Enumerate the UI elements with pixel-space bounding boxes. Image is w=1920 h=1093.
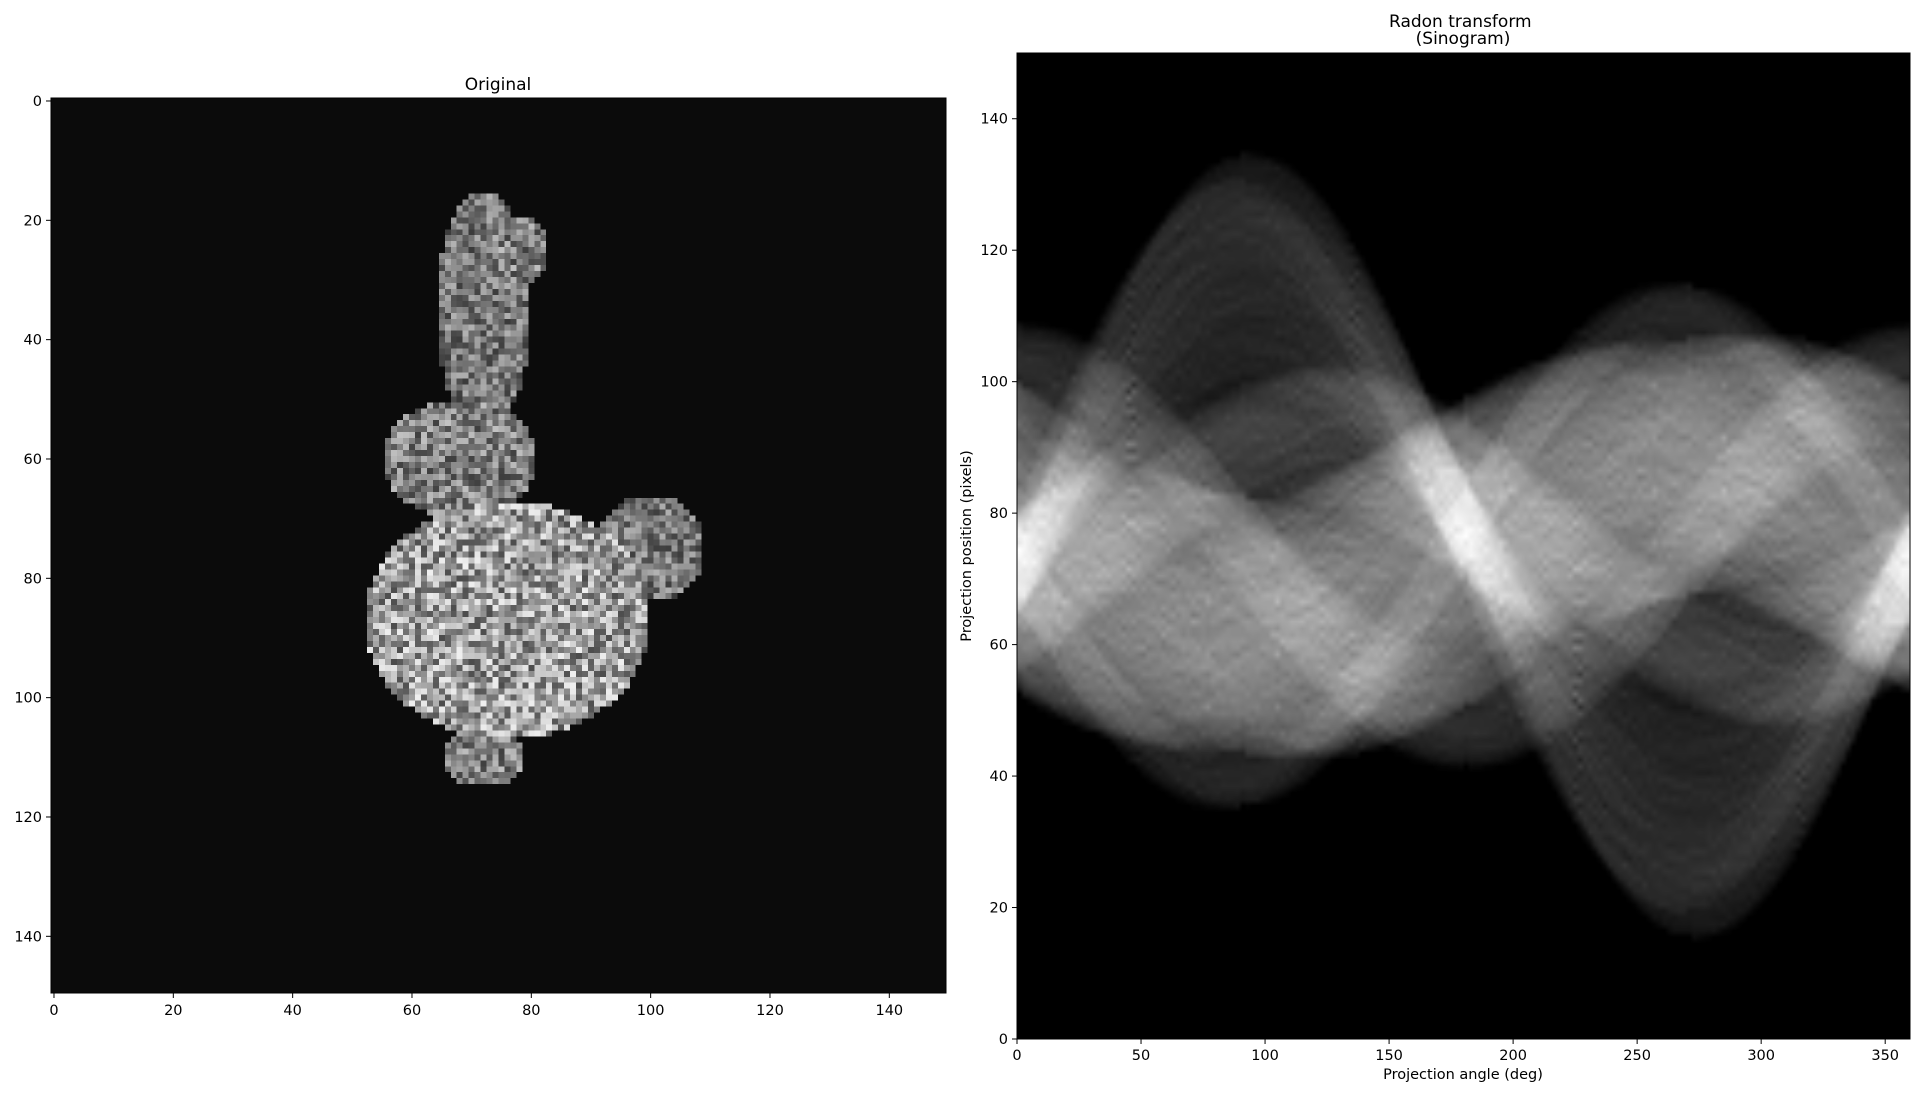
sinogram-x-tick-label: 300 (1747, 1048, 1775, 1064)
original-x-tick-label: 60 (403, 1003, 421, 1019)
sinogram-y-ticks: 0 20 40 60 80 100 120 140 (980, 112, 1017, 1048)
original-x-tick-label: 0 (49, 1003, 58, 1019)
sinogram-y-tick-label: 100 (980, 375, 1008, 391)
sinogram-panel: Radon transform (Sinogram) 0 50 100 150 200 2… (959, 12, 1911, 1083)
sinogram-image-pixels (1017, 53, 1910, 1039)
original-image-pixels (51, 98, 946, 993)
sinogram-y-tick-label: 20 (990, 901, 1008, 917)
original-axes-frame (50, 97, 947, 994)
sinogram-title-line-2: (Sinogram) (1416, 29, 1511, 49)
original-y-tick-label: 0 (33, 94, 42, 110)
sinogram-y-tick-label: 120 (980, 243, 1008, 259)
original-y-ticks: 0 20 40 60 80 100 120 140 (14, 94, 51, 945)
sinogram-y-tick-label: 80 (990, 506, 1008, 522)
original-x-ticks: 0 20 40 60 80 100 120 140 (49, 993, 903, 1019)
sinogram-x-tick-label: 150 (1375, 1048, 1403, 1064)
original-y-tick-label: 60 (24, 452, 42, 468)
original-x-tick-label: 20 (164, 1003, 182, 1019)
sinogram-y-tick-label: 140 (980, 112, 1008, 128)
sinogram-title: Radon transform (Sinogram) (1389, 12, 1537, 49)
original-y-tick-label: 100 (14, 691, 42, 707)
sinogram-x-ticks: 0 50 100 150 200 250 300 350 (1012, 1039, 1899, 1064)
sinogram-title-line-1: Radon transform (1389, 12, 1532, 32)
original-y-tick-label: 40 (24, 333, 42, 349)
original-x-tick-label: 140 (875, 1003, 903, 1019)
sinogram-axes-frame (1016, 52, 1911, 1040)
sinogram-y-axis-label: Projection position (pixels) (959, 450, 975, 642)
original-y-tick-label: 80 (24, 571, 42, 587)
sinogram-x-tick-label: 50 (1132, 1048, 1150, 1064)
original-title: Original (465, 75, 532, 95)
sinogram-y-tick-label: 60 (990, 638, 1008, 654)
original-y-tick-label: 140 (14, 929, 42, 945)
sinogram-x-tick-label: 200 (1499, 1048, 1527, 1064)
original-y-tick-label: 20 (24, 213, 42, 229)
sinogram-x-tick-label: 250 (1623, 1048, 1651, 1064)
original-image-panel: Original 0 20 40 60 80 100 120 140 0 20 40 60 80 100… (14, 75, 947, 1019)
sinogram-image (1017, 53, 1910, 1039)
original-x-tick-label: 120 (756, 1003, 784, 1019)
original-image (51, 98, 946, 993)
original-x-tick-label: 100 (637, 1003, 665, 1019)
sinogram-x-tick-label: 350 (1871, 1048, 1899, 1064)
original-x-tick-label: 40 (283, 1003, 301, 1019)
sinogram-x-axis-label: Projection angle (deg) (1383, 1067, 1543, 1083)
sinogram-y-tick-label: 0 (999, 1032, 1008, 1048)
original-x-tick-label: 80 (522, 1003, 540, 1019)
sinogram-x-tick-label: 100 (1251, 1048, 1279, 1064)
original-y-tick-label: 120 (14, 810, 42, 826)
sinogram-x-tick-label: 0 (1012, 1048, 1021, 1064)
sinogram-y-tick-label: 40 (990, 769, 1008, 785)
